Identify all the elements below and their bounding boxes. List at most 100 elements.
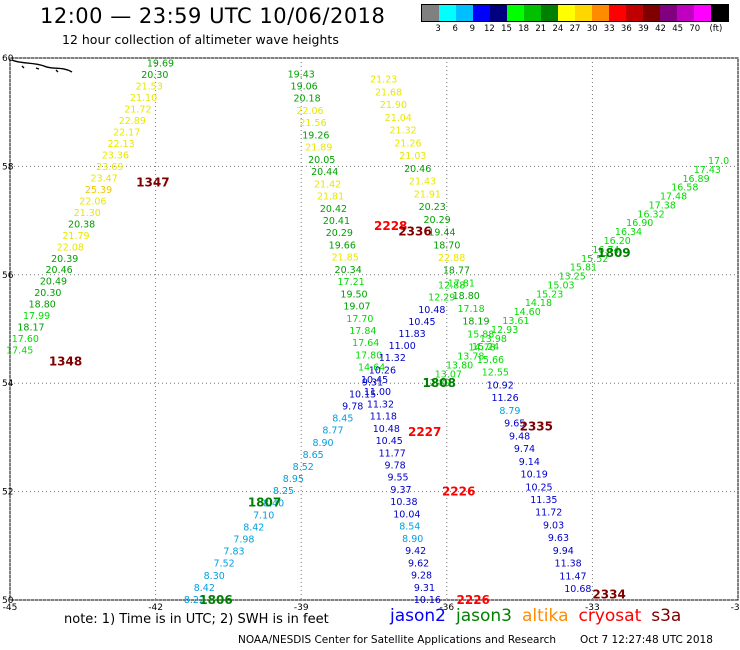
legend-swatch — [643, 5, 660, 21]
wave-height-value: 11.00 — [364, 387, 391, 398]
wave-height-value: 15.24 — [472, 342, 499, 353]
wave-height-value: 16.90 — [626, 218, 653, 229]
pass-time-label: 2227 — [408, 425, 441, 439]
wave-height-value: 8.95 — [283, 474, 304, 485]
wave-height-value: 11.26 — [491, 393, 518, 404]
wave-height-value: 17.38 — [649, 200, 676, 211]
legend-label: (ft) — [709, 24, 723, 34]
wave-height-value: 14.18 — [525, 298, 552, 309]
legend-label: 42 — [655, 24, 666, 34]
legend-swatch — [456, 5, 473, 21]
satellite-cryosat: cryosat — [578, 606, 642, 626]
legend-label: 15 — [501, 24, 512, 34]
wave-height-value: 7.10 — [253, 510, 274, 521]
wave-height-value: 9.74 — [514, 444, 535, 455]
pass-time-label: 1348 — [49, 355, 82, 369]
legend-labels: 3 6 9 12 15 18 21 24 27 30 33 36 39 42 45 70 (ft) — [421, 22, 729, 36]
wave-height-value: 16.34 — [615, 227, 642, 238]
wave-height-value: 21.91 — [414, 189, 441, 200]
satellite-legend: jason2 jason3 altika cryosat s3a — [390, 606, 691, 626]
pass-time-label: 2228 — [374, 219, 407, 233]
wave-height-value: 17.64 — [352, 338, 379, 349]
wave-height-value: 19.44 — [428, 228, 455, 239]
wave-height-value: 23.69 — [96, 162, 123, 173]
x-tick-label: -33 — [585, 603, 600, 613]
wave-height-value: 10.45 — [361, 375, 388, 386]
wave-height-value: 11.32 — [379, 353, 406, 364]
wave-height-value: 18.70 — [433, 240, 460, 251]
legend-swatch — [473, 5, 490, 21]
wave-height-value: 25.39 — [85, 185, 112, 196]
pass-time-label: 1808 — [423, 376, 456, 390]
wave-height-value: 21.81 — [317, 192, 344, 203]
wave-height-value: 20.38 — [68, 219, 95, 230]
wave-height-value: 17.84 — [349, 326, 376, 337]
wave-height-value: 20.34 — [335, 265, 362, 276]
wave-height-value: 23.47 — [91, 173, 118, 184]
wave-height-value: 20.18 — [293, 94, 320, 105]
wave-height-value: 9.03 — [543, 520, 564, 531]
wave-height-value: 21.68 — [375, 87, 402, 98]
wave-height-value: 11.77 — [379, 448, 406, 459]
x-tick-label: -39 — [294, 603, 309, 613]
legend-label: 18 — [518, 24, 530, 34]
wave-height-value: 8.30 — [204, 571, 225, 582]
legend-swatch — [541, 5, 558, 21]
pass-time-label: 1806 — [199, 593, 232, 607]
satellite-altika: altika — [522, 606, 569, 626]
footer-credit: NOAA/NESDIS Center for Satellite Applica… — [238, 634, 556, 646]
wave-height-value: 12.88 — [438, 281, 465, 292]
wave-height-value: 10.92 — [487, 380, 514, 391]
wave-height-value: 20.39 — [51, 254, 78, 265]
wave-height-value: 17.81 — [448, 278, 475, 289]
wave-height-value: 21.90 — [380, 100, 407, 111]
wave-height-value: 15.81 — [570, 263, 597, 274]
legend-swatch — [677, 5, 694, 21]
wave-height-value: 9.94 — [553, 546, 574, 557]
legend-label: 45 — [672, 24, 684, 34]
legend-swatch — [592, 5, 609, 21]
wave-height-value: 8.77 — [322, 426, 343, 437]
coastline — [11, 59, 73, 73]
units-note: note: 1) Time is in UTC; 2) SWH is in fe… — [64, 612, 329, 627]
wave-height-value: 20.44 — [311, 167, 338, 178]
chart-subtitle: 12 hour collection of altimeter wave hei… — [62, 32, 339, 47]
pass-time-label: 2336 — [398, 224, 431, 238]
wave-height-value: 17.21 — [337, 277, 364, 288]
pass-time-label: 1807 — [248, 495, 281, 509]
wave-height-value: 9.62 — [408, 558, 429, 569]
wave-height-value: 10.45 — [408, 317, 435, 328]
wave-height-value: 18.77 — [443, 266, 470, 277]
wave-height-value: 9.78 — [342, 402, 363, 413]
wave-height-value: 12.93 — [491, 325, 518, 336]
wave-height-value: 21.53 — [136, 81, 163, 92]
chart-title: 12:00 — 23:59 UTC 10/06/2018 — [40, 4, 386, 28]
wave-height-value: 10.38 — [390, 497, 417, 508]
satellite-s3a: s3a — [651, 606, 682, 626]
wave-height-value: 13.78 — [457, 352, 484, 363]
x-tick-label: -42 — [148, 603, 163, 613]
pass-time-label: 2226 — [442, 485, 475, 499]
wave-height-value: 20.30 — [34, 288, 61, 299]
wave-height-value: 14.78 — [469, 343, 496, 354]
wave-height-value: 20.29 — [423, 215, 450, 226]
wave-height-value: 19.50 — [340, 289, 367, 300]
legend-label: 12 — [484, 24, 495, 34]
wave-height-value: 11.83 — [398, 329, 425, 340]
wave-height-value: 21.23 — [370, 75, 397, 86]
wave-height-value: 21.04 — [385, 113, 412, 124]
wave-height-value: 9.78 — [385, 461, 406, 472]
legend-label: 9 — [469, 24, 476, 34]
wave-height-value: 8.90 — [312, 438, 333, 449]
legend-swatch — [507, 5, 524, 21]
wave-height-value: 22.06 — [296, 106, 323, 117]
wave-height-value: 8.52 — [293, 462, 314, 473]
y-tick-label: 58 — [2, 162, 14, 172]
y-tick-label: 50 — [2, 596, 14, 606]
legend-swatch — [524, 5, 541, 21]
wave-height-value: 8.65 — [303, 450, 324, 461]
wave-height-value: 20.05 — [308, 155, 335, 166]
wave-height-value: 8.54 — [399, 522, 420, 533]
wave-height-value: 17.80 — [355, 350, 382, 361]
